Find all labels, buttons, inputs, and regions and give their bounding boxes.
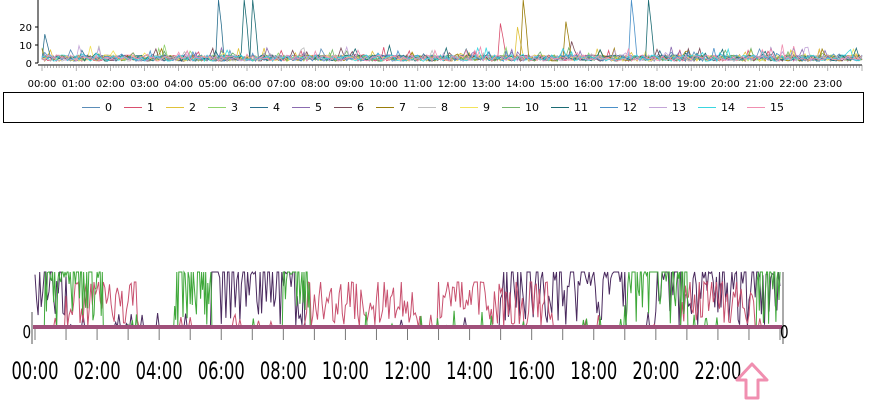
x-tick-label: 02:00 <box>96 79 125 90</box>
x-tick-label: 10:00 <box>369 79 398 90</box>
x-tick-label: 12:00 <box>438 79 467 90</box>
legend-label: 10 <box>525 101 539 114</box>
legend-items: 0 1 2 3 4 5 6 7 8 9 10 11 12 13 14 15 <box>82 101 796 114</box>
up-arrow-icon <box>735 362 769 400</box>
legend-swatch <box>376 107 394 108</box>
x-tick-label: 06:00 <box>198 357 245 382</box>
x-tick-label: 06:00 <box>233 79 262 90</box>
x-tick-label: 05:00 <box>198 79 227 90</box>
legend-item: 4 <box>250 101 280 114</box>
x-tick-label: 12:00 <box>384 357 431 382</box>
x-tick-label: 08:00 <box>260 357 307 382</box>
legend-swatch <box>418 107 436 108</box>
y-tick-label-10: 10 <box>19 41 32 52</box>
legend-item: 5 <box>292 101 322 114</box>
legend-item: 13 <box>649 101 686 114</box>
legend-item: 7 <box>376 101 406 114</box>
x-tick-label: 11:00 <box>403 79 432 90</box>
x-tick-label: 07:00 <box>267 79 296 90</box>
x-tick-label: 16:00 <box>508 357 555 382</box>
legend-label: 3 <box>231 101 238 114</box>
bottom-line-chart: 0 0 00:00 02:00 04:00 06:00 08:00 10:00 12:00 14:… <box>11 270 789 382</box>
legend-item: 0 <box>82 101 112 114</box>
legend-swatch <box>551 107 569 108</box>
legend-label: 1 <box>147 101 154 114</box>
legend-label: 12 <box>623 101 637 114</box>
legend-label: 8 <box>441 101 448 114</box>
legend-item: 3 <box>208 101 238 114</box>
x-tick-label: 22:00 <box>779 79 808 90</box>
legend-swatch <box>334 107 352 108</box>
legend-label: 7 <box>399 101 406 114</box>
x-tick-label: 20:00 <box>711 79 740 90</box>
legend-label: 14 <box>721 101 735 114</box>
x-tick-label: 16:00 <box>574 79 603 90</box>
legend-swatch <box>502 107 520 108</box>
legend-item: 6 <box>334 101 364 114</box>
legend-item: 12 <box>600 101 637 114</box>
x-tick-label: 18:00 <box>643 79 672 90</box>
legend-swatch <box>250 107 268 108</box>
y-tick-label-0: 0 <box>26 59 32 70</box>
series-line-14 <box>41 46 863 63</box>
legend-item: 15 <box>747 101 784 114</box>
legend-item: 14 <box>698 101 735 114</box>
legend-swatch <box>208 107 226 108</box>
legend-item: 2 <box>166 101 196 114</box>
legend-item: 10 <box>502 101 539 114</box>
x-tick-label: 09:00 <box>335 79 364 90</box>
x-tick-label: 10:00 <box>322 357 369 382</box>
x-tick-label: 04:00 <box>136 357 183 382</box>
x-tick-label: 00:00 <box>11 357 58 382</box>
legend: 0 1 2 3 4 5 6 7 8 9 10 11 12 13 14 15 <box>3 92 864 123</box>
legend-swatch <box>649 107 667 108</box>
legend-label: 6 <box>357 101 364 114</box>
legend-swatch <box>698 107 716 108</box>
legend-label: 2 <box>189 101 196 114</box>
legend-label: 4 <box>273 101 280 114</box>
x-tick-label: 08:00 <box>301 79 330 90</box>
legend-item: 8 <box>418 101 448 114</box>
baseline-band <box>33 325 782 329</box>
legend-label: 15 <box>770 101 784 114</box>
legend-swatch <box>292 107 310 108</box>
x-tick-label: 19:00 <box>677 79 706 90</box>
legend-item: 9 <box>460 101 490 114</box>
x-tick-label: 14:00 <box>506 79 535 90</box>
legend-item: 11 <box>551 101 588 114</box>
x-tick-label: 00:00 <box>28 79 57 90</box>
series-line-15 <box>41 44 863 63</box>
legend-swatch <box>460 107 478 108</box>
legend-label: 5 <box>315 101 322 114</box>
x-tick-label: 01:00 <box>62 79 91 90</box>
series-line-dark-purple <box>34 270 781 328</box>
x-tick-label: 13:00 <box>472 79 501 90</box>
top-line-chart: 0 10 20 00:00 01:00 02:00 03:00 04:00 05:00 06:00… <box>19 0 863 90</box>
x-tick-label: 21:00 <box>745 79 774 90</box>
y-label-right: 0 <box>780 321 789 342</box>
x-tick-label: 20:00 <box>632 357 679 382</box>
legend-swatch <box>600 107 618 108</box>
x-tick-label: 02:00 <box>74 357 121 382</box>
legend-item: 1 <box>124 101 154 114</box>
legend-swatch <box>166 107 184 108</box>
x-tick-label: 03:00 <box>130 79 159 90</box>
legend-label: 9 <box>483 101 490 114</box>
x-tick-label: 22:00 <box>694 357 741 382</box>
legend-swatch <box>82 107 100 108</box>
series-line-pink <box>35 280 780 328</box>
legend-swatch <box>747 107 765 108</box>
legend-label: 13 <box>672 101 686 114</box>
legend-swatch <box>124 107 142 108</box>
y-label-left: 0 <box>23 321 32 342</box>
x-tick-label: 17:00 <box>608 79 637 90</box>
x-tick-label: 04:00 <box>164 79 193 90</box>
x-tick-label: 15:00 <box>540 79 569 90</box>
legend-label: 0 <box>105 101 112 114</box>
x-tick-label: 23:00 <box>813 79 842 90</box>
legend-label: 11 <box>574 101 588 114</box>
x-tick-label: 14:00 <box>446 357 493 382</box>
x-tick-label: 18:00 <box>570 357 617 382</box>
y-tick-label-20: 20 <box>19 23 32 34</box>
